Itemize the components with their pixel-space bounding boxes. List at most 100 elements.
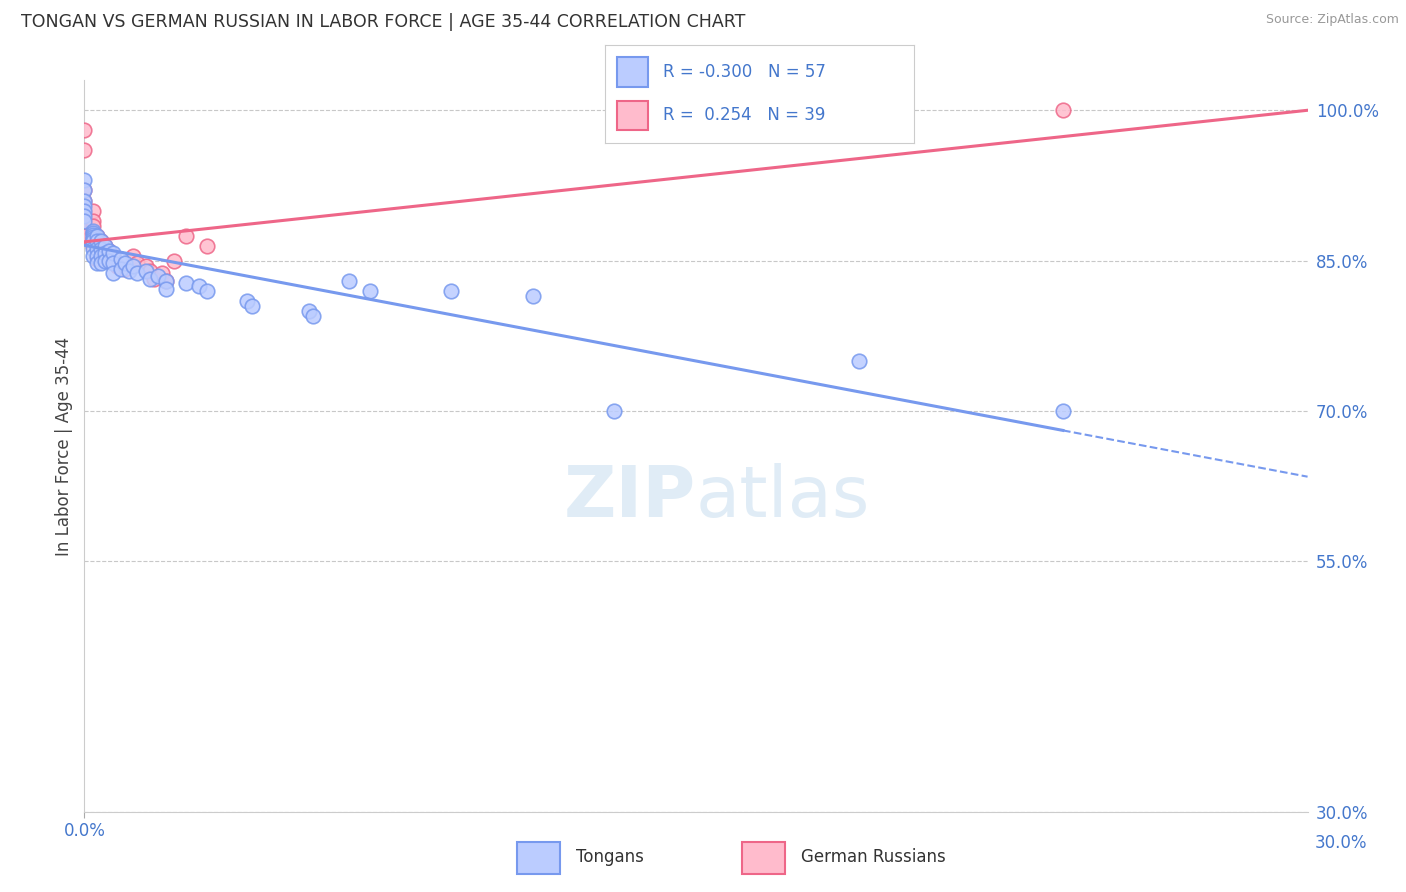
Y-axis label: In Labor Force | Age 35-44: In Labor Force | Age 35-44 <box>55 336 73 556</box>
Point <box>82 234 104 248</box>
Point <box>848 354 870 368</box>
Point <box>1052 103 1074 118</box>
Point <box>359 284 381 298</box>
Point <box>73 194 96 208</box>
Point <box>86 255 108 269</box>
Point <box>440 284 463 298</box>
Point <box>101 249 124 263</box>
Point <box>73 209 96 223</box>
Point <box>97 244 120 258</box>
Text: R =  0.254   N = 39: R = 0.254 N = 39 <box>664 106 825 124</box>
Text: ZIP: ZIP <box>564 463 696 532</box>
Point <box>86 252 108 266</box>
Point <box>195 238 218 252</box>
Point <box>73 228 96 243</box>
Point <box>101 245 124 260</box>
Point <box>114 255 136 269</box>
Point <box>73 123 96 137</box>
Point <box>90 234 112 248</box>
Point <box>155 274 177 288</box>
Point <box>73 173 96 187</box>
Point <box>127 255 149 269</box>
Point <box>101 255 124 269</box>
Point <box>82 229 104 244</box>
Point <box>97 244 120 258</box>
Point <box>86 228 108 243</box>
Point <box>93 238 115 252</box>
Point <box>86 234 108 248</box>
Point <box>73 184 96 198</box>
Point <box>82 249 104 263</box>
Point <box>195 284 218 298</box>
Point <box>110 252 132 266</box>
Point <box>110 261 132 276</box>
Point <box>236 293 259 308</box>
Point <box>82 213 104 227</box>
Point <box>603 404 626 418</box>
Point <box>142 271 165 285</box>
Text: 30.0%: 30.0% <box>1315 834 1367 852</box>
Point <box>90 234 112 248</box>
Point <box>522 289 544 303</box>
Bar <box>517 842 560 874</box>
Point <box>93 253 115 268</box>
Point <box>93 249 115 263</box>
Bar <box>617 57 648 87</box>
Point <box>82 226 104 240</box>
Point <box>163 253 186 268</box>
Point <box>90 242 112 256</box>
Text: German Russians: German Russians <box>800 847 945 866</box>
Point <box>122 259 145 273</box>
Point <box>73 203 96 218</box>
Point <box>82 223 104 237</box>
Point <box>82 231 104 245</box>
Point <box>73 144 96 158</box>
Point <box>174 228 197 243</box>
Point <box>97 253 120 268</box>
Point <box>82 242 104 256</box>
Point <box>82 219 104 233</box>
Point <box>73 219 96 233</box>
Point <box>82 231 104 245</box>
Text: Source: ZipAtlas.com: Source: ZipAtlas.com <box>1265 13 1399 27</box>
Point <box>86 249 108 263</box>
Point <box>82 203 104 218</box>
Text: R = -0.300   N = 57: R = -0.300 N = 57 <box>664 62 827 80</box>
Point <box>82 227 104 242</box>
Point <box>146 268 169 283</box>
Point <box>86 235 108 250</box>
Point <box>73 194 96 208</box>
Point <box>122 249 145 263</box>
Point <box>138 271 160 285</box>
Text: TONGAN VS GERMAN RUSSIAN IN LABOR FORCE | AGE 35-44 CORRELATION CHART: TONGAN VS GERMAN RUSSIAN IN LABOR FORCE … <box>21 13 745 31</box>
Point <box>82 238 104 252</box>
Point <box>114 261 136 276</box>
Text: atlas: atlas <box>696 463 870 532</box>
Point <box>339 274 360 288</box>
Point <box>105 259 128 273</box>
Point <box>90 255 112 269</box>
Point <box>155 282 177 296</box>
Point <box>138 263 160 277</box>
Point <box>301 309 323 323</box>
Text: Tongans: Tongans <box>576 847 644 866</box>
Point <box>86 228 108 243</box>
Point <box>73 184 96 198</box>
Point <box>86 242 108 256</box>
Point <box>118 263 141 277</box>
Point <box>93 245 115 260</box>
Point <box>97 253 120 268</box>
Point <box>135 259 157 273</box>
Point <box>240 299 263 313</box>
Point <box>82 226 104 240</box>
Point <box>174 276 197 290</box>
Point <box>73 203 96 218</box>
Point <box>298 303 321 318</box>
Point <box>101 266 124 280</box>
Point <box>73 198 96 212</box>
Point <box>1052 404 1074 418</box>
Point <box>187 278 209 293</box>
Point <box>135 263 157 277</box>
Point <box>127 266 149 280</box>
Point <box>93 238 115 252</box>
